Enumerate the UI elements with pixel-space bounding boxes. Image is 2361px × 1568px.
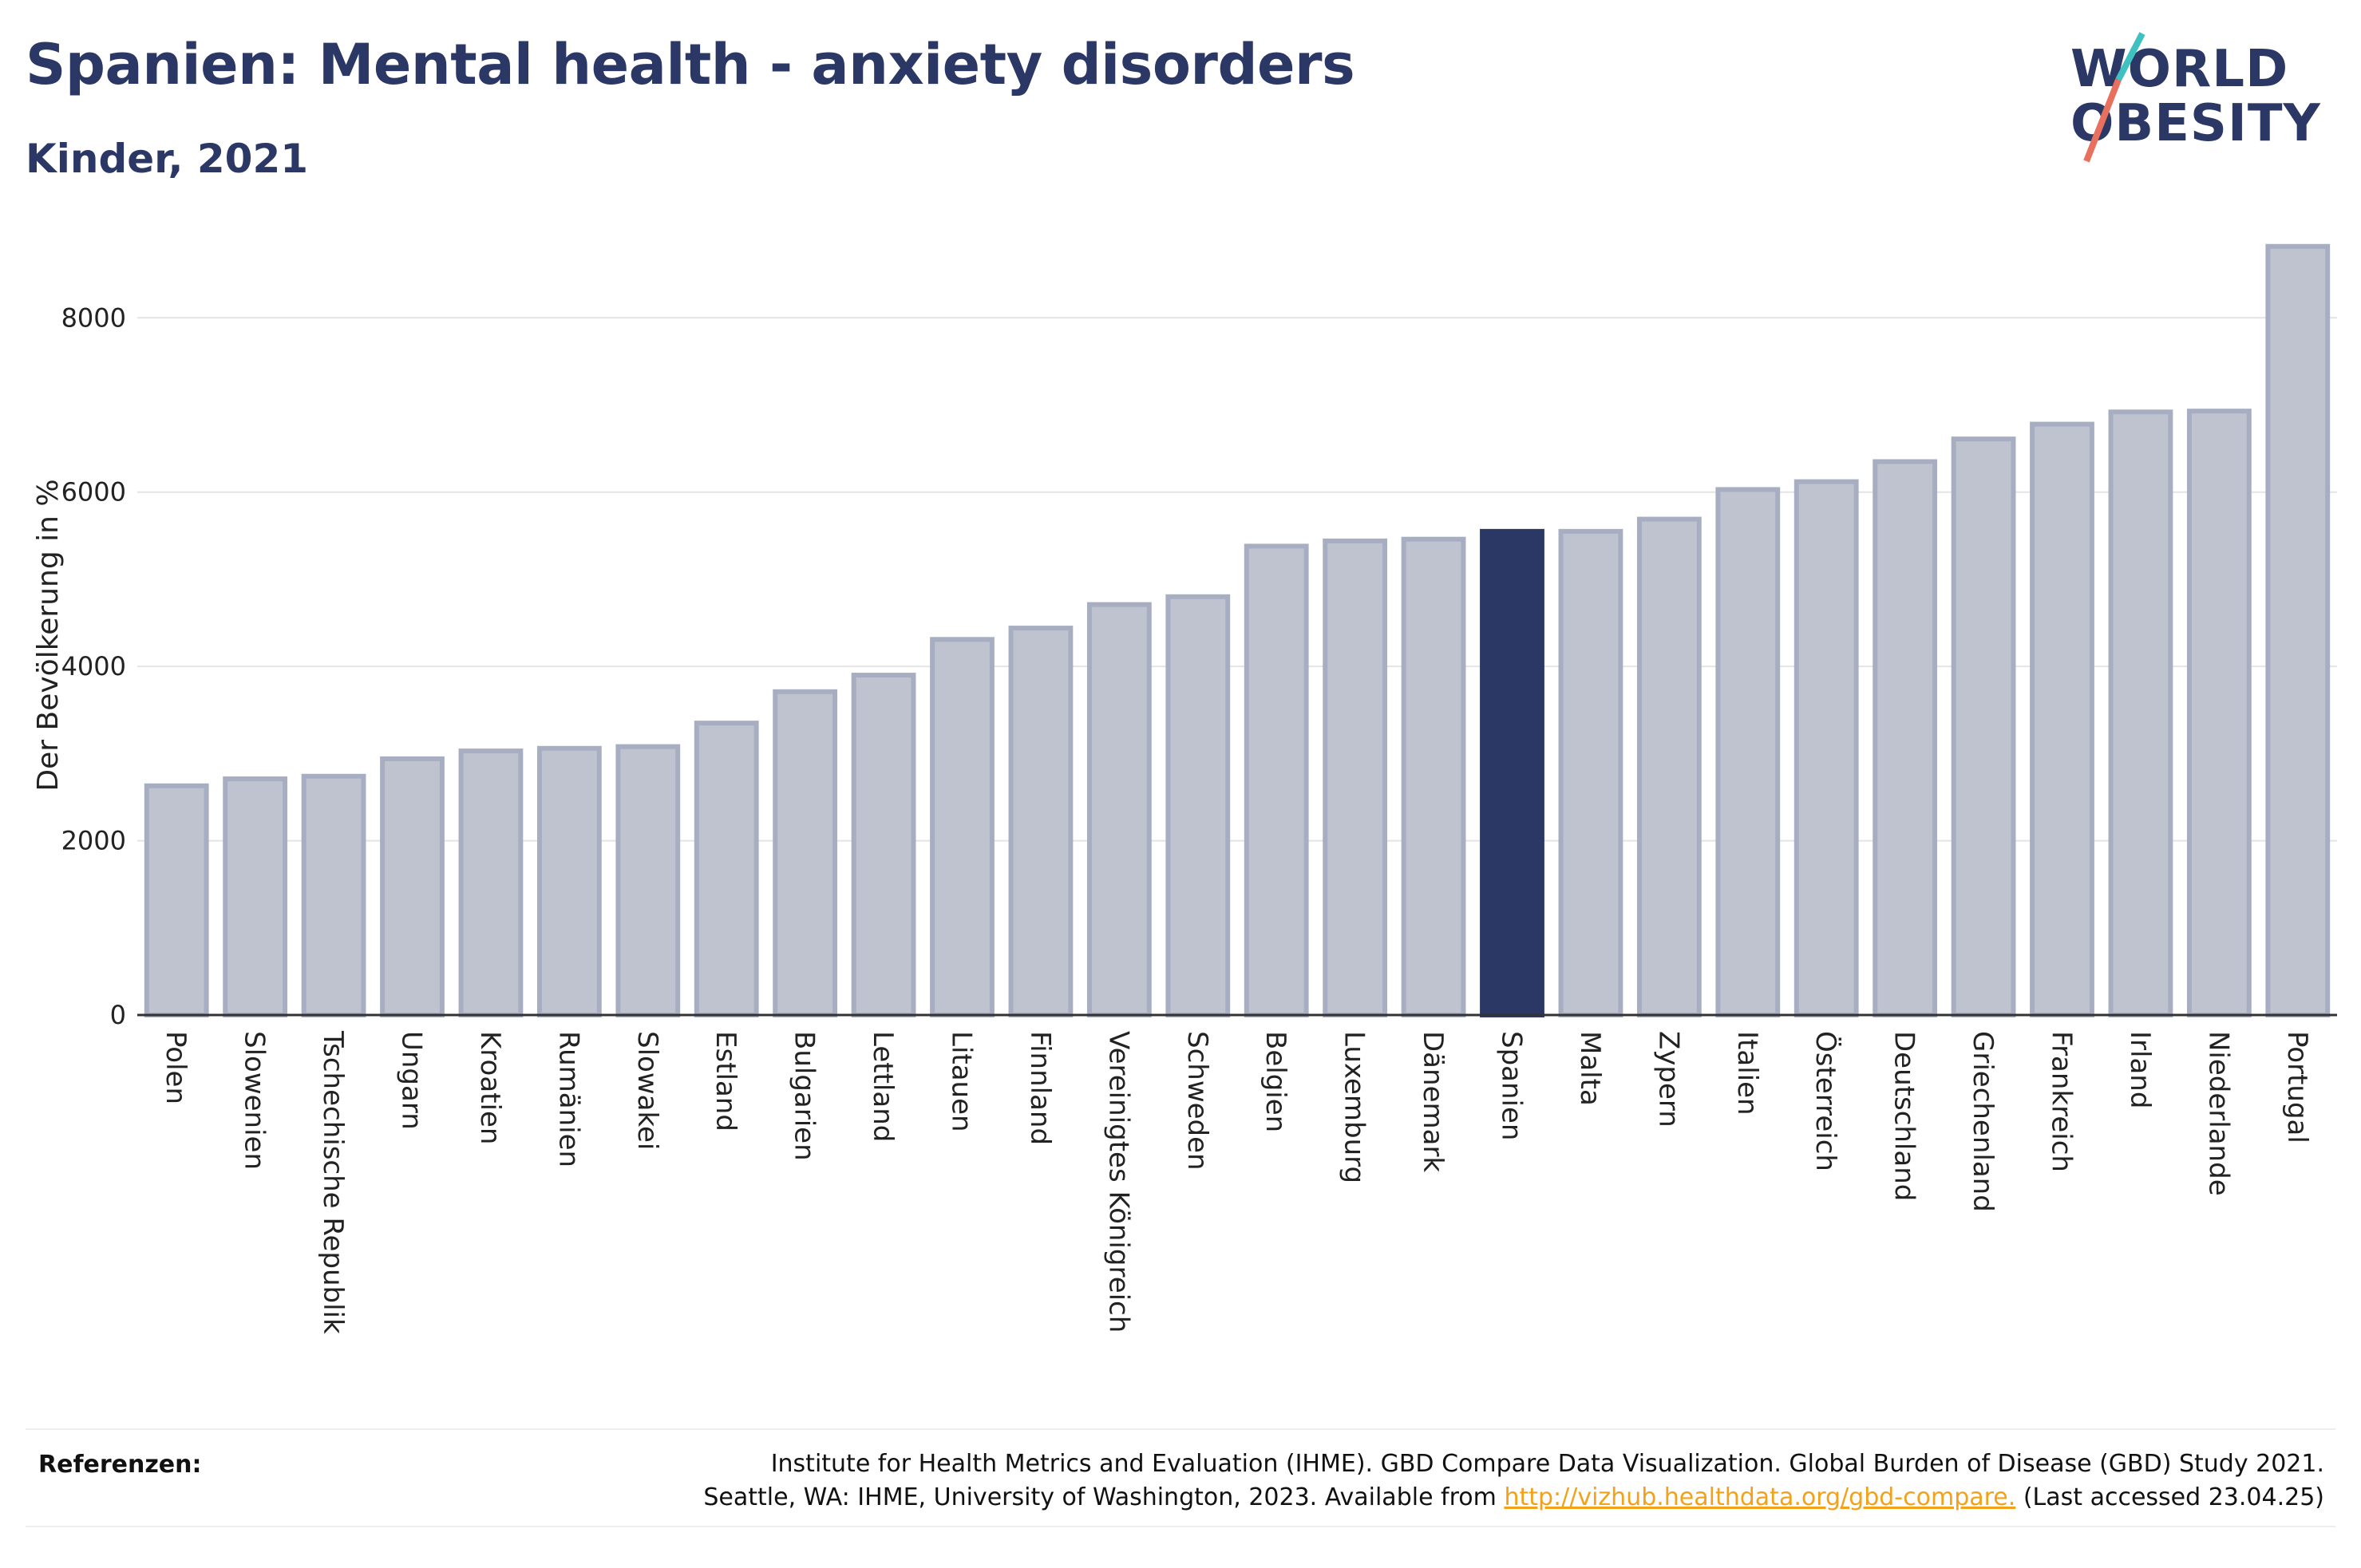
bar-lettland — [851, 673, 916, 1018]
x-tick-label: Tschechische Republik — [317, 1030, 349, 1334]
references-label: Referenzen: — [38, 1451, 202, 1479]
x-tick-label: Niederlande — [2202, 1031, 2234, 1196]
references-line-2-prefix: Seattle, WA: IHME, University of Washing… — [703, 1483, 1497, 1511]
x-tick-label: Vereinigtes Königreich — [1102, 1031, 1134, 1333]
x-tick-label: Belgien — [1260, 1031, 1291, 1132]
x-tick-label: Kroatien — [474, 1031, 506, 1144]
x-tick-label: Österreich — [1809, 1031, 1842, 1171]
bar-estland — [694, 721, 759, 1017]
x-tick-label: Rumänien — [552, 1031, 584, 1167]
bar-tschechische-republik — [301, 773, 366, 1017]
x-tick-label: Malta — [1574, 1031, 1606, 1106]
x-tick-label: Dänemark — [1417, 1031, 1449, 1172]
bar-kroatien — [458, 748, 524, 1017]
x-tick-label: Portugal — [2281, 1031, 2313, 1143]
x-tick-label: Italien — [1731, 1031, 1763, 1116]
references-text: Institute for Health Metrics and Evaluat… — [703, 1448, 2324, 1515]
x-tick-label: Slowenien — [239, 1031, 271, 1170]
bar-griechenland — [1951, 436, 2016, 1017]
x-tick-label: Ungarn — [396, 1031, 428, 1130]
references-line-2: Seattle, WA: IHME, University of Washing… — [703, 1481, 2324, 1515]
logo-slash-icon — [2083, 32, 2145, 163]
y-axis-label: Der Bevölkerung in % — [32, 479, 65, 791]
x-tick-label: Bulgarien — [789, 1031, 821, 1161]
x-tick-label: Luxemburg — [1339, 1031, 1370, 1183]
bar-luxemburg — [1323, 538, 1388, 1017]
logo-word-1: WORLD — [2070, 40, 2289, 99]
x-tick-label: Lettland — [867, 1031, 899, 1142]
bar-zypern — [1636, 516, 1702, 1017]
bar-slowenien — [223, 776, 288, 1017]
bar-bulgarien — [773, 689, 838, 1018]
bar-spanien — [1480, 528, 1544, 1017]
x-tick-label: Griechenland — [1967, 1031, 1999, 1212]
y-tick-label: 6000 — [61, 477, 126, 508]
references-link[interactable]: http://vizhub.healthdata.org/gbd-compare… — [1504, 1483, 2016, 1511]
y-tick-label: 8000 — [61, 302, 126, 333]
bar-vereinigtes-königreich — [1086, 602, 1152, 1017]
bar-ungarn — [380, 756, 445, 1017]
x-tick-label: Spanien — [1496, 1031, 1528, 1140]
y-tick-label: 4000 — [61, 651, 126, 681]
bar-dänemark — [1401, 536, 1466, 1017]
bar-chart: 0 2000 4000 6000 8000 Der Bevölkerung in % Pol… — [32, 243, 2337, 1334]
references-line-1: Institute for Health Metrics and Evaluat… — [770, 1450, 2324, 1478]
x-tick-label: Irland — [2124, 1031, 2156, 1108]
x-tick-label: Polen — [160, 1031, 192, 1104]
x-tick-label: Zypern — [1652, 1031, 1684, 1128]
chart-subtitle: Kinder, 2021 — [26, 136, 309, 182]
chart-title: Spanien: Mental health - anxiety disorde… — [26, 32, 1355, 97]
bar-schweden — [1165, 594, 1231, 1017]
bar-finnland — [1008, 626, 1074, 1018]
bar-deutschland — [1873, 459, 1938, 1017]
x-tick-label: Slowakei — [631, 1031, 663, 1150]
bar-frankreich — [2030, 421, 2094, 1017]
x-tick-label: Frankreich — [2046, 1031, 2078, 1172]
references-section: Referenzen: Institute for Health Metrics… — [26, 1428, 2335, 1527]
bar-litauen — [930, 637, 995, 1018]
bar-österreich — [1793, 479, 1859, 1017]
bar-malta — [1558, 528, 1623, 1017]
world-obesity-logo: WORLD OBESITY — [2055, 32, 2342, 168]
bar-portugal — [2265, 243, 2331, 1018]
x-tick-label: Deutschland — [1888, 1031, 1920, 1201]
x-tick-label: Finnland — [1024, 1031, 1056, 1145]
bar-irland — [2108, 409, 2173, 1017]
references-line-2-suffix: (Last accessed 23.04.25) — [2023, 1483, 2324, 1511]
bar-polen — [144, 783, 209, 1018]
x-tick-label: Schweden — [1181, 1031, 1213, 1171]
bar-slowakei — [615, 744, 681, 1018]
x-tick-label: Litauen — [946, 1031, 978, 1132]
bar-belgien — [1244, 543, 1309, 1017]
y-tick-label: 2000 — [61, 826, 126, 856]
bar-italien — [1715, 487, 1781, 1017]
y-tick-label: 0 — [110, 1000, 126, 1030]
x-tick-label: Estland — [710, 1031, 742, 1132]
bar-niederlande — [2186, 409, 2252, 1017]
bar-rumänien — [536, 745, 602, 1018]
